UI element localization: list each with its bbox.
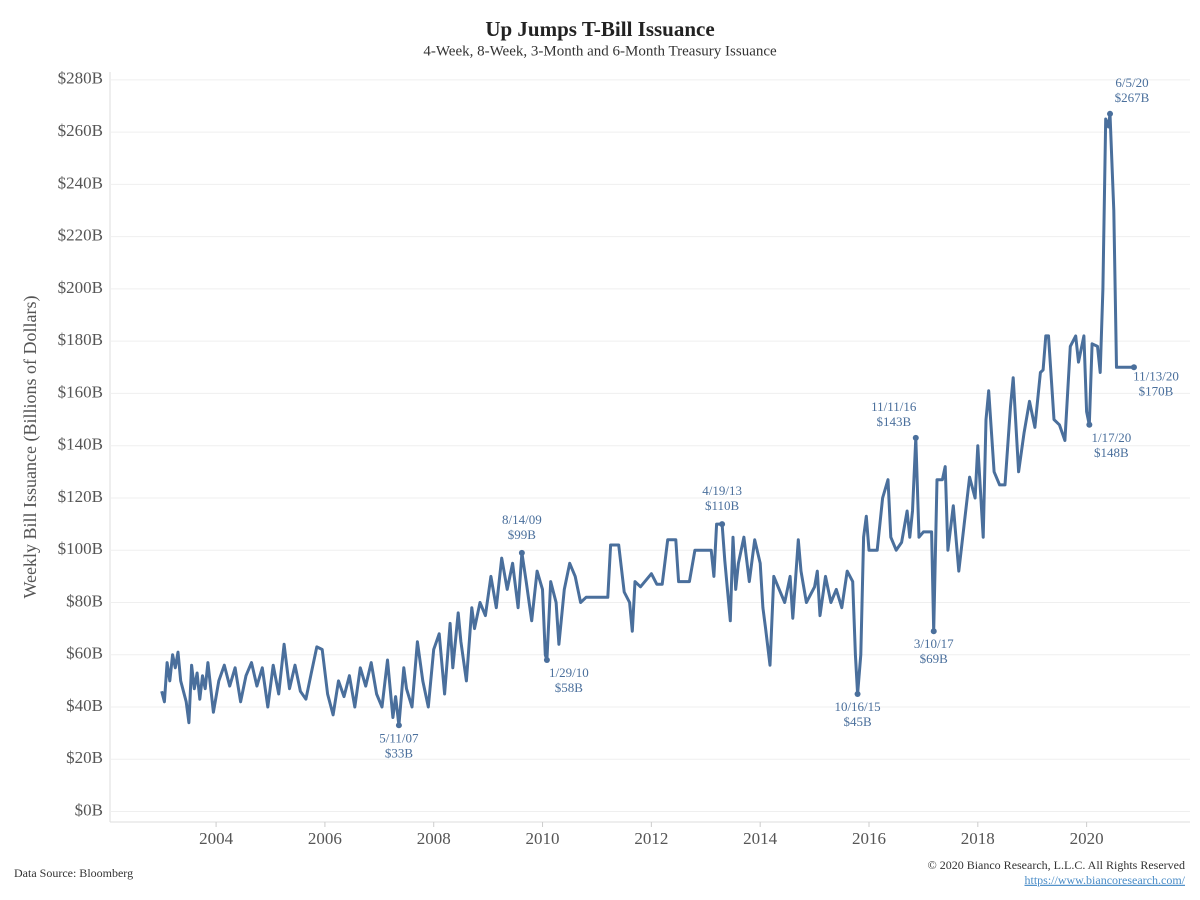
annotation-date: 1/29/10 bbox=[549, 665, 589, 680]
y-tick-label: $100B bbox=[58, 539, 103, 558]
annotation-value: $69B bbox=[920, 651, 949, 666]
x-tick-label: 2008 bbox=[417, 829, 451, 848]
y-tick-label: $260B bbox=[58, 121, 103, 140]
x-tick-label: 2012 bbox=[634, 829, 668, 848]
x-tick-label: 2020 bbox=[1070, 829, 1104, 848]
annotation-date: 8/14/09 bbox=[502, 512, 542, 527]
y-tick-label: $220B bbox=[58, 226, 103, 245]
y-tick-label: $180B bbox=[58, 330, 103, 349]
x-tick-label: 2018 bbox=[961, 829, 995, 848]
annotation-date: 4/19/13 bbox=[702, 483, 742, 498]
annotation-point bbox=[930, 628, 937, 635]
y-tick-label: $160B bbox=[58, 382, 103, 401]
annotation-point bbox=[912, 434, 919, 441]
annotation-value: $99B bbox=[508, 527, 537, 542]
annotation-value: $267B bbox=[1115, 90, 1150, 105]
annotation-point bbox=[543, 656, 550, 663]
annotation-value: $170B bbox=[1139, 383, 1174, 398]
annotation-value: $58B bbox=[555, 680, 584, 695]
y-tick-label: $60B bbox=[66, 644, 103, 663]
annotation-value: $143B bbox=[876, 414, 911, 429]
y-tick-label: $0B bbox=[75, 800, 103, 819]
x-tick-label: 2010 bbox=[526, 829, 560, 848]
annotation-date: 5/11/07 bbox=[379, 730, 419, 745]
data-line bbox=[160, 112, 1134, 727]
y-tick-label: $120B bbox=[58, 487, 103, 506]
annotation-value: $45B bbox=[843, 714, 872, 729]
annotation-date: 11/11/16 bbox=[871, 399, 917, 414]
annotation-point bbox=[1130, 364, 1137, 371]
y-tick-label: $40B bbox=[66, 696, 103, 715]
annotation-date: 1/17/20 bbox=[1091, 430, 1131, 445]
annotation-value: $148B bbox=[1094, 445, 1129, 460]
chart-title: Up Jumps T-Bill Issuance bbox=[485, 17, 714, 41]
annotation-date: 11/13/20 bbox=[1133, 368, 1179, 383]
chart-subtitle: 4-Week, 8-Week, 3-Month and 6-Month Trea… bbox=[423, 43, 777, 59]
copyright: © 2020 Bianco Research, L.L.C. All Right… bbox=[928, 858, 1185, 872]
annotation-point bbox=[518, 549, 525, 556]
annotation-point bbox=[395, 722, 402, 729]
x-tick-label: 2004 bbox=[199, 829, 234, 848]
x-tick-label: 2006 bbox=[308, 829, 342, 848]
annotation-point bbox=[1107, 110, 1114, 117]
annotation-value: $33B bbox=[385, 745, 414, 760]
y-axis-label: Weekly Bill Issuance (Billions of Dollar… bbox=[20, 296, 41, 599]
y-tick-label: $20B bbox=[66, 748, 103, 767]
x-tick-label: 2016 bbox=[852, 829, 886, 848]
y-tick-label: $80B bbox=[66, 591, 103, 610]
annotation-point bbox=[1086, 421, 1093, 428]
source-note: Data Source: Bloomberg bbox=[14, 866, 133, 880]
annotation-value: $110B bbox=[705, 498, 740, 513]
y-tick-label: $280B bbox=[58, 69, 103, 88]
annotation-date: 3/10/17 bbox=[914, 636, 954, 651]
annotation-point bbox=[854, 690, 861, 697]
annotation-date: 6/5/20 bbox=[1115, 75, 1148, 90]
annotation-point bbox=[719, 521, 726, 528]
annotation-date: 10/16/15 bbox=[834, 699, 880, 714]
y-tick-label: $240B bbox=[58, 173, 103, 192]
x-tick-label: 2014 bbox=[743, 829, 778, 848]
y-tick-label: $140B bbox=[58, 435, 103, 454]
y-tick-label: $200B bbox=[58, 278, 103, 297]
website-link[interactable]: https://www.biancoresearch.com/ bbox=[1024, 873, 1185, 887]
